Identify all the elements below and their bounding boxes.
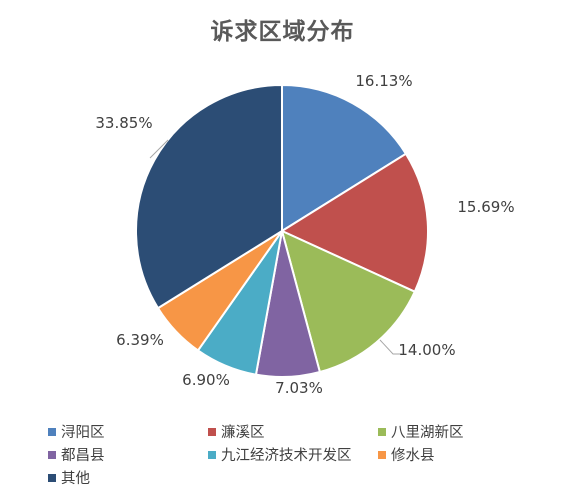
legend-swatch bbox=[378, 450, 386, 459]
pie-slice-1 bbox=[281, 83, 408, 233]
leader-line-7 bbox=[149, 139, 169, 159]
pie-slice-3 bbox=[280, 229, 417, 374]
legend-label: 浔阳区 bbox=[61, 425, 105, 441]
legend-swatch bbox=[378, 427, 386, 436]
pie-chart: 16.13% 15.69% 14.00% 7.03% 6.90% 6.39% 33.85% bbox=[95, 72, 514, 397]
legend-item-5: 九江经济技术开发区 bbox=[208, 444, 352, 465]
legend-swatch bbox=[48, 473, 56, 482]
data-label-5: 6.90% bbox=[182, 371, 230, 389]
legend-swatch bbox=[208, 427, 216, 436]
legend-item-4: 都昌县 bbox=[48, 444, 105, 465]
data-label-3: 14.00% bbox=[398, 341, 455, 359]
legend-item-6: 修水县 bbox=[378, 444, 435, 465]
legend-item-3: 八里湖新区 bbox=[378, 421, 464, 442]
legend-label: 九江经济技术开发区 bbox=[221, 448, 352, 464]
legend-item-7: 其他 bbox=[48, 467, 90, 488]
legend-label: 其他 bbox=[61, 471, 90, 487]
legend-swatch bbox=[48, 427, 56, 436]
legend-item-2: 濂溪区 bbox=[208, 421, 265, 442]
legend-swatch bbox=[208, 450, 216, 459]
data-label-7: 33.85% bbox=[95, 114, 152, 132]
leader-line-3 bbox=[379, 339, 402, 355]
legend-item-1: 浔阳区 bbox=[48, 421, 105, 442]
data-label-6: 6.39% bbox=[116, 331, 164, 349]
data-label-2: 15.69% bbox=[457, 198, 514, 216]
chart-title: 诉求区域分布 bbox=[210, 19, 355, 45]
data-label-4: 7.03% bbox=[275, 379, 323, 397]
pie-slice-2 bbox=[279, 152, 429, 294]
legend-label: 都昌县 bbox=[61, 448, 105, 464]
pie-slice-7 bbox=[135, 83, 283, 310]
data-label-1: 16.13% bbox=[355, 72, 412, 90]
legend-label: 八里湖新区 bbox=[391, 425, 464, 441]
legend-label: 濂溪区 bbox=[221, 425, 265, 441]
legend-swatch bbox=[48, 450, 56, 459]
legend-label: 修水县 bbox=[391, 448, 435, 464]
